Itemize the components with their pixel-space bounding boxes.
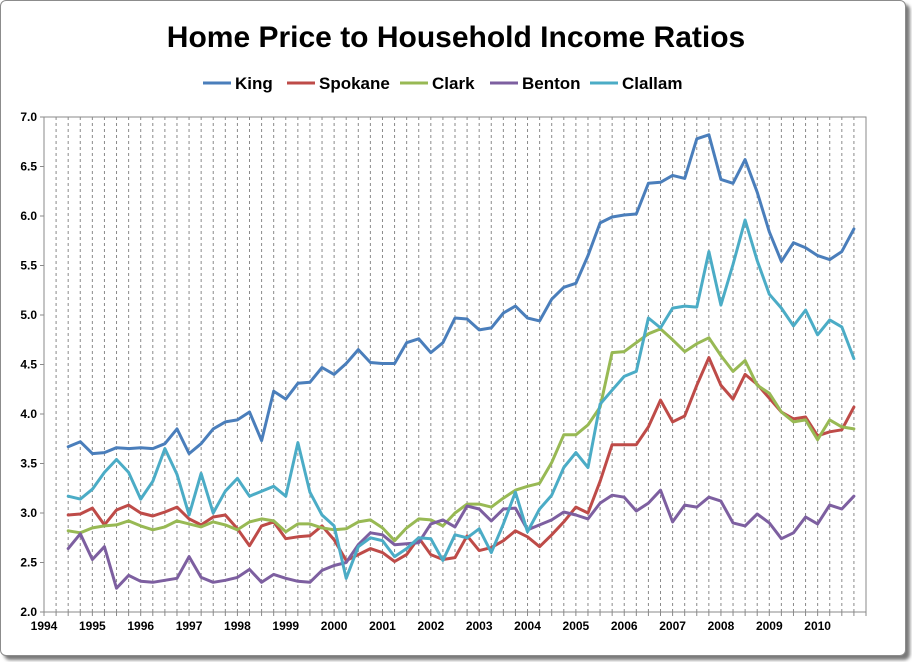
x-tick-label: 2002 xyxy=(417,619,444,633)
y-tick-label: 3.5 xyxy=(20,457,37,471)
x-tick-label: 2007 xyxy=(659,619,686,633)
x-tick-label: 1999 xyxy=(272,619,299,633)
x-axis-ticks: 1994 1995 1996 1997 1998 1999 2000 2001 2002 2003… xyxy=(31,612,867,633)
legend-label-spokane: Spokane xyxy=(319,74,390,93)
x-tick-label: 1998 xyxy=(224,619,251,633)
chart-title: Home Price to Household Income Ratios xyxy=(167,21,745,54)
y-tick-label: 2.0 xyxy=(20,605,37,619)
y-axis-ticks: 2.0 2.5 3.0 3.5 4.0 4.5 5.0 5.5 6.0 6.5 7.0 xyxy=(20,110,44,619)
y-tick-label: 6.0 xyxy=(20,209,37,223)
x-tick-label: 1997 xyxy=(176,619,203,633)
x-tick-label: 2006 xyxy=(611,619,638,633)
legend-label-clark: Clark xyxy=(432,74,475,93)
y-tick-label: 7.0 xyxy=(20,110,37,124)
y-tick-label: 2.5 xyxy=(20,556,37,570)
legend: King Spokane Clark Benton Clallam xyxy=(203,74,682,93)
series-line-clark xyxy=(66,327,856,543)
x-tick-label: 2001 xyxy=(369,619,396,633)
y-tick-label: 4.0 xyxy=(20,407,37,421)
y-tick-label: 3.0 xyxy=(20,506,37,520)
legend-label-benton: Benton xyxy=(522,74,581,93)
series-line-benton xyxy=(66,488,856,590)
series-lines xyxy=(66,133,856,590)
x-tick-label: 2000 xyxy=(321,619,348,633)
y-tick-label: 6.5 xyxy=(20,160,37,174)
y-tick-label: 5.5 xyxy=(20,259,37,273)
legend-label-king: King xyxy=(235,74,273,93)
series-line-king xyxy=(66,133,856,456)
x-tick-label: 1996 xyxy=(127,619,154,633)
x-tick-label: 2005 xyxy=(563,619,590,633)
legend-label-clallam: Clallam xyxy=(622,74,682,93)
series-line-spokane xyxy=(66,356,856,563)
y-tick-label: 4.5 xyxy=(20,358,37,372)
x-tick-label: 1995 xyxy=(79,619,106,633)
series-line-clallam xyxy=(66,218,856,580)
y-tick-label: 5.0 xyxy=(20,308,37,322)
x-tick-label: 2008 xyxy=(708,619,735,633)
x-tick-label: 1994 xyxy=(31,619,58,633)
x-tick-label: 2003 xyxy=(466,619,493,633)
x-tick-label: 2010 xyxy=(804,619,831,633)
x-tick-label: 2009 xyxy=(756,619,783,633)
x-tick-label: 2004 xyxy=(514,619,541,633)
